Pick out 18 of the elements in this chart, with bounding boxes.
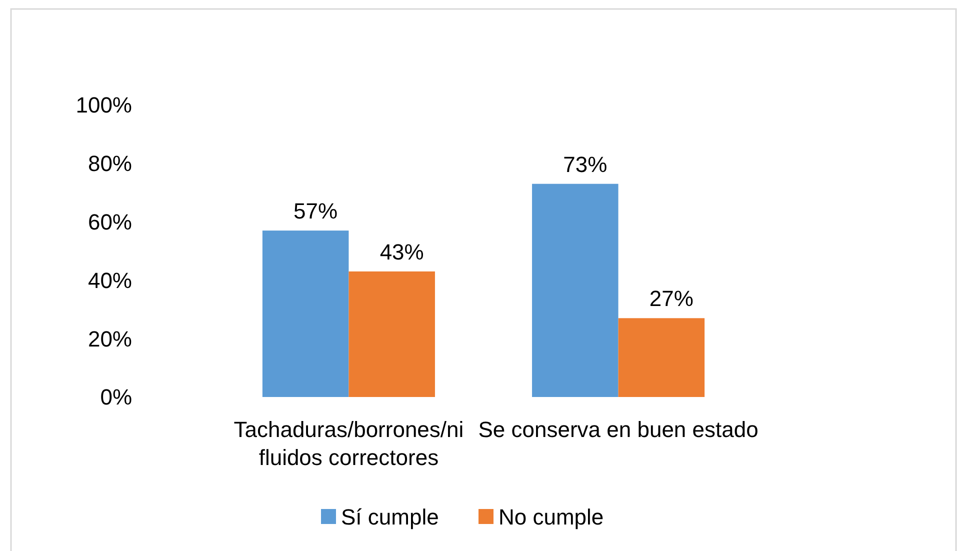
data-label: 57% <box>294 198 338 224</box>
bar <box>262 230 349 397</box>
x-tick-label: Tachaduras/borrones/ni fluidos correctores <box>234 417 464 470</box>
data-label: 73% <box>563 152 608 177</box>
y-tick-label: 0% <box>100 384 132 410</box>
y-tick-label: 80% <box>88 151 132 176</box>
data-label: 27% <box>649 286 694 312</box>
bar <box>532 184 618 397</box>
bar <box>348 271 435 397</box>
x-tick-label: Se conserva en buen estado <box>478 417 758 442</box>
y-tick-label: 100% <box>76 92 132 118</box>
data-label: 43% <box>380 239 424 264</box>
y-tick-label: 20% <box>88 326 132 352</box>
y-tick-label: 60% <box>88 210 132 234</box>
legend-label: Sí cumple <box>341 504 439 530</box>
y-tick-label: 40% <box>88 268 132 293</box>
legend-label: No cumple <box>498 504 604 530</box>
bar <box>618 318 705 397</box>
